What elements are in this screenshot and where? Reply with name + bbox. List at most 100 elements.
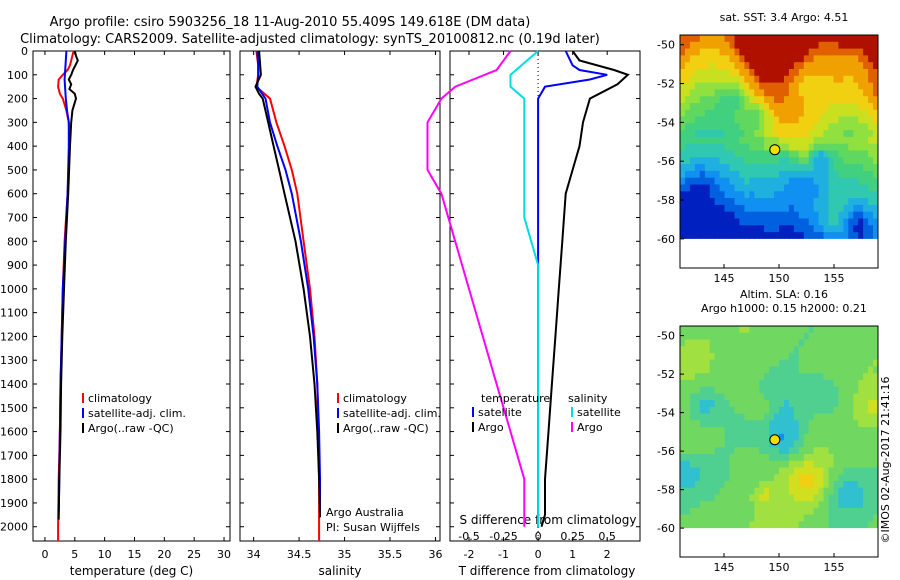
map-cell bbox=[739, 406, 745, 415]
map-cell bbox=[749, 184, 755, 192]
map-cell bbox=[853, 41, 859, 50]
map-cell bbox=[739, 157, 745, 165]
map-cell bbox=[769, 359, 775, 367]
map-cell bbox=[739, 35, 745, 43]
map-cell bbox=[848, 157, 854, 165]
map-cell bbox=[843, 386, 849, 394]
x-tick-label: -1 bbox=[498, 548, 509, 561]
map-cell bbox=[739, 393, 745, 401]
map-cell bbox=[808, 198, 815, 206]
map-cell bbox=[729, 82, 735, 90]
map-cell bbox=[734, 440, 740, 448]
map-cell bbox=[803, 103, 810, 111]
map-cell bbox=[848, 507, 854, 516]
map-cell bbox=[744, 481, 750, 489]
map-cell bbox=[774, 420, 780, 428]
map-cell bbox=[853, 89, 859, 97]
map-cell bbox=[774, 191, 780, 199]
map-cell bbox=[764, 454, 770, 462]
map-cell bbox=[769, 501, 775, 509]
map-cell bbox=[813, 82, 820, 90]
map-cell bbox=[714, 164, 721, 172]
map-cell bbox=[853, 35, 859, 43]
map-cell bbox=[828, 191, 834, 199]
map-cell bbox=[873, 164, 878, 172]
map-cell bbox=[764, 366, 770, 374]
map-cell bbox=[803, 406, 810, 415]
map-cell bbox=[784, 198, 790, 206]
map-cell bbox=[689, 170, 696, 179]
map-cell bbox=[838, 427, 844, 435]
map-cell bbox=[848, 366, 854, 374]
map-cell bbox=[788, 373, 795, 381]
map-cell bbox=[863, 232, 869, 239]
map-cell bbox=[759, 82, 765, 90]
depth-tick-label: 600 bbox=[7, 188, 28, 201]
map-cell bbox=[823, 487, 829, 495]
map-cell bbox=[828, 413, 834, 421]
map-cell bbox=[754, 164, 760, 172]
map-cell bbox=[680, 170, 686, 179]
map-cell bbox=[734, 123, 740, 131]
map-cell bbox=[828, 184, 834, 192]
map-cell bbox=[843, 481, 849, 489]
map-cell bbox=[685, 366, 691, 374]
map-cell bbox=[739, 225, 745, 233]
map-cell bbox=[689, 62, 696, 70]
map-cell bbox=[823, 366, 829, 374]
map-cell bbox=[813, 204, 820, 213]
map-cell bbox=[808, 400, 815, 408]
map-cell bbox=[853, 332, 859, 340]
map-cell bbox=[694, 69, 701, 77]
map-cell bbox=[873, 474, 878, 482]
map-cell bbox=[838, 69, 844, 77]
map-cell bbox=[689, 55, 696, 63]
map-cell bbox=[823, 157, 829, 165]
map-cell bbox=[704, 62, 711, 70]
map-cell bbox=[759, 474, 765, 482]
map-cell bbox=[838, 359, 844, 367]
map-cell bbox=[833, 332, 839, 340]
map-cell bbox=[704, 109, 711, 118]
map-cell bbox=[719, 447, 726, 455]
map-cell bbox=[838, 75, 844, 84]
map-cell bbox=[744, 82, 750, 90]
map-cell bbox=[798, 109, 805, 118]
map-cell bbox=[838, 184, 844, 192]
map-cell bbox=[848, 447, 854, 455]
map-cell bbox=[788, 332, 795, 340]
map-cell bbox=[838, 103, 844, 111]
map-cell bbox=[873, 35, 878, 43]
map-cell bbox=[739, 82, 745, 90]
map-cell bbox=[694, 413, 701, 421]
map-cell bbox=[744, 143, 750, 152]
map-cell bbox=[784, 440, 790, 448]
map-cell bbox=[759, 346, 765, 354]
map-cell bbox=[689, 487, 696, 495]
map-cell bbox=[823, 170, 829, 179]
map-cell bbox=[808, 96, 815, 104]
map-cell bbox=[788, 225, 795, 233]
map-cell bbox=[848, 481, 854, 489]
map-cell bbox=[724, 191, 730, 199]
map-cell bbox=[779, 89, 785, 97]
map-cell bbox=[719, 427, 726, 435]
x-tick-label: 10 bbox=[98, 548, 112, 561]
map-cell bbox=[863, 393, 869, 401]
map-cell bbox=[838, 109, 844, 118]
map-cell bbox=[774, 211, 780, 220]
map-cell bbox=[808, 89, 815, 97]
map-cell bbox=[808, 55, 815, 63]
map-cell bbox=[848, 69, 854, 77]
map-cell bbox=[853, 143, 859, 152]
map-cell bbox=[843, 218, 849, 226]
map-cell bbox=[694, 41, 701, 50]
map-cell bbox=[680, 232, 686, 239]
map-cell bbox=[709, 62, 716, 70]
map-cell bbox=[853, 501, 859, 509]
map-cell bbox=[779, 339, 785, 347]
map-cell bbox=[784, 232, 790, 239]
map-cell bbox=[838, 346, 844, 354]
map-cell bbox=[680, 467, 686, 475]
map-cell bbox=[714, 413, 721, 421]
